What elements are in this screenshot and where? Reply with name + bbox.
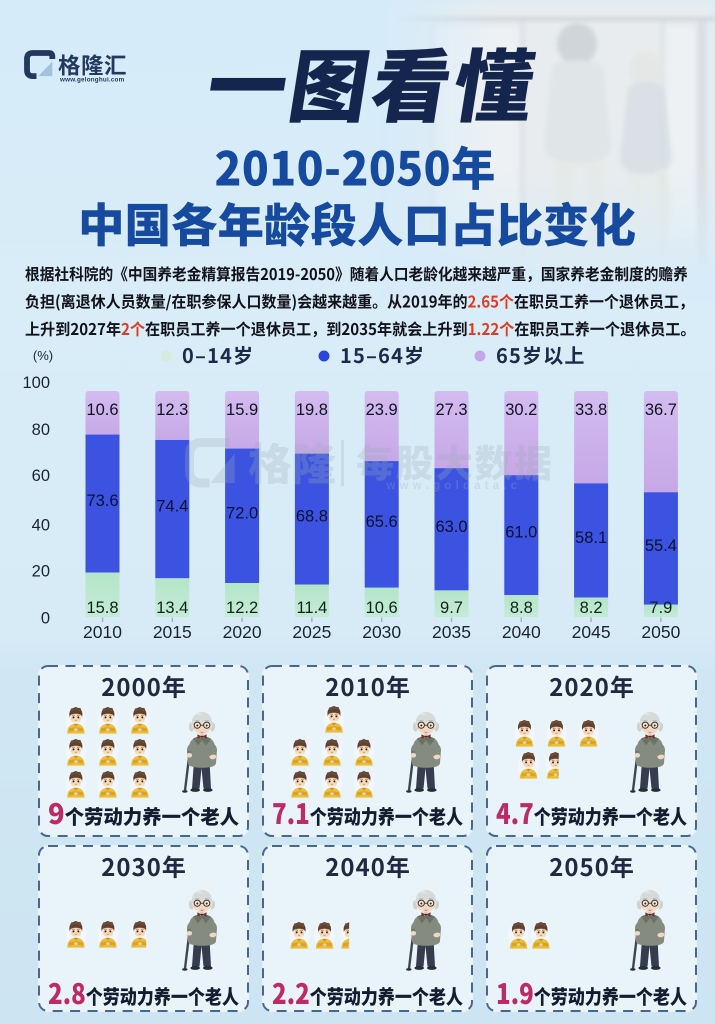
svg-text:2035: 2035 [432,622,471,642]
svg-text:(%): (%) [33,348,53,363]
svg-text:2015: 2015 [153,622,192,642]
svg-text:33.8: 33.8 [575,401,607,419]
svg-text:13.4: 13.4 [156,599,188,617]
svg-text:36.7: 36.7 [645,401,677,419]
svg-text:2045: 2045 [572,622,611,642]
svg-text:w w w . g o l d a t a . c: w w w . g o l d a t a . c [385,480,517,492]
svg-text:2050: 2050 [641,622,680,642]
svg-text:10.6: 10.6 [86,401,118,419]
svg-text:2025: 2025 [292,622,331,642]
svg-text:10.6: 10.6 [366,599,398,617]
svg-text:100: 100 [22,374,50,392]
svg-text:58.1: 58.1 [575,529,607,547]
svg-text:9.7: 9.7 [440,599,463,617]
svg-text:80: 80 [32,421,50,439]
svg-text:61.0: 61.0 [505,524,537,542]
svg-text:8.8: 8.8 [510,599,533,617]
svg-text:55.4: 55.4 [645,537,677,555]
svg-text:30.2: 30.2 [505,401,537,419]
svg-text:2020: 2020 [223,622,262,642]
svg-text:15.8: 15.8 [86,599,118,617]
svg-text:19.8: 19.8 [296,401,328,419]
svg-text:12.3: 12.3 [156,401,188,419]
svg-text:2010: 2010 [83,622,122,642]
svg-text:2040: 2040 [502,622,541,642]
svg-text:23.9: 23.9 [366,401,398,419]
svg-text:20: 20 [32,563,50,581]
svg-text:0: 0 [41,610,50,628]
svg-text:7.9: 7.9 [649,599,672,617]
svg-text:72.0: 72.0 [226,504,258,522]
svg-text:68.8: 68.8 [296,508,328,526]
svg-text:15.9: 15.9 [226,401,258,419]
svg-text:11.4: 11.4 [296,599,327,617]
svg-text:74.4: 74.4 [156,498,188,516]
svg-text:12.2: 12.2 [226,599,258,617]
svg-text:www.gelonghui.com: www.gelonghui.com [59,77,125,84]
svg-text:73.6: 73.6 [86,492,118,510]
svg-text:60: 60 [32,467,50,485]
svg-text:2030: 2030 [362,622,401,642]
svg-text:40: 40 [32,516,50,534]
svg-text:65.6: 65.6 [366,513,398,531]
svg-text:27.3: 27.3 [435,401,467,419]
svg-text:8.2: 8.2 [580,599,603,617]
svg-text:63.0: 63.0 [435,518,467,536]
